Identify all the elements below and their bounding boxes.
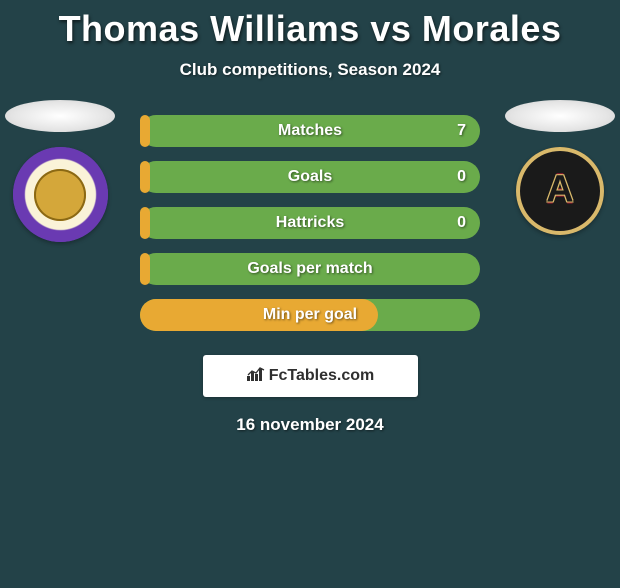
- site-name: FcTables.com: [269, 367, 375, 385]
- stat-bars: Matches 7 Goals 0 Hattricks 0 Goals per match M…: [140, 115, 480, 331]
- site-logo: FcTables.com: [246, 366, 375, 386]
- stat-row: Hattricks 0: [140, 207, 480, 239]
- atlanta-badge-icon: [516, 147, 604, 235]
- stat-bar-fill: [140, 253, 150, 285]
- stat-bar-fill: [140, 115, 150, 147]
- stat-bar-fill: [140, 207, 150, 239]
- player-right-photo: [505, 100, 615, 132]
- stat-row: Goals per match: [140, 253, 480, 285]
- stat-label: Min per goal: [263, 306, 357, 324]
- stat-label: Goals: [288, 168, 332, 186]
- stat-label: Goals per match: [247, 260, 372, 278]
- player-left: [0, 100, 120, 242]
- stat-row: Goals 0: [140, 161, 480, 193]
- stat-label: Matches: [278, 122, 342, 140]
- stat-label: Hattricks: [276, 214, 344, 232]
- date-text: 16 november 2024: [0, 415, 620, 435]
- stat-value: 0: [457, 214, 466, 232]
- stat-row: Matches 7: [140, 115, 480, 147]
- page-title: Thomas Williams vs Morales: [0, 8, 620, 50]
- site-attribution: FcTables.com: [203, 355, 418, 397]
- comparison-content: Matches 7 Goals 0 Hattricks 0 Goals per match M…: [0, 115, 620, 435]
- stat-value: 0: [457, 168, 466, 186]
- player-left-photo: [5, 100, 115, 132]
- subtitle: Club competitions, Season 2024: [0, 60, 620, 80]
- player-right: [500, 100, 620, 235]
- stat-value: 7: [457, 122, 466, 140]
- orlando-badge-icon: [13, 147, 108, 242]
- stat-row: Min per goal: [140, 299, 480, 331]
- stat-bar-fill: [140, 161, 150, 193]
- chart-icon: [246, 366, 266, 386]
